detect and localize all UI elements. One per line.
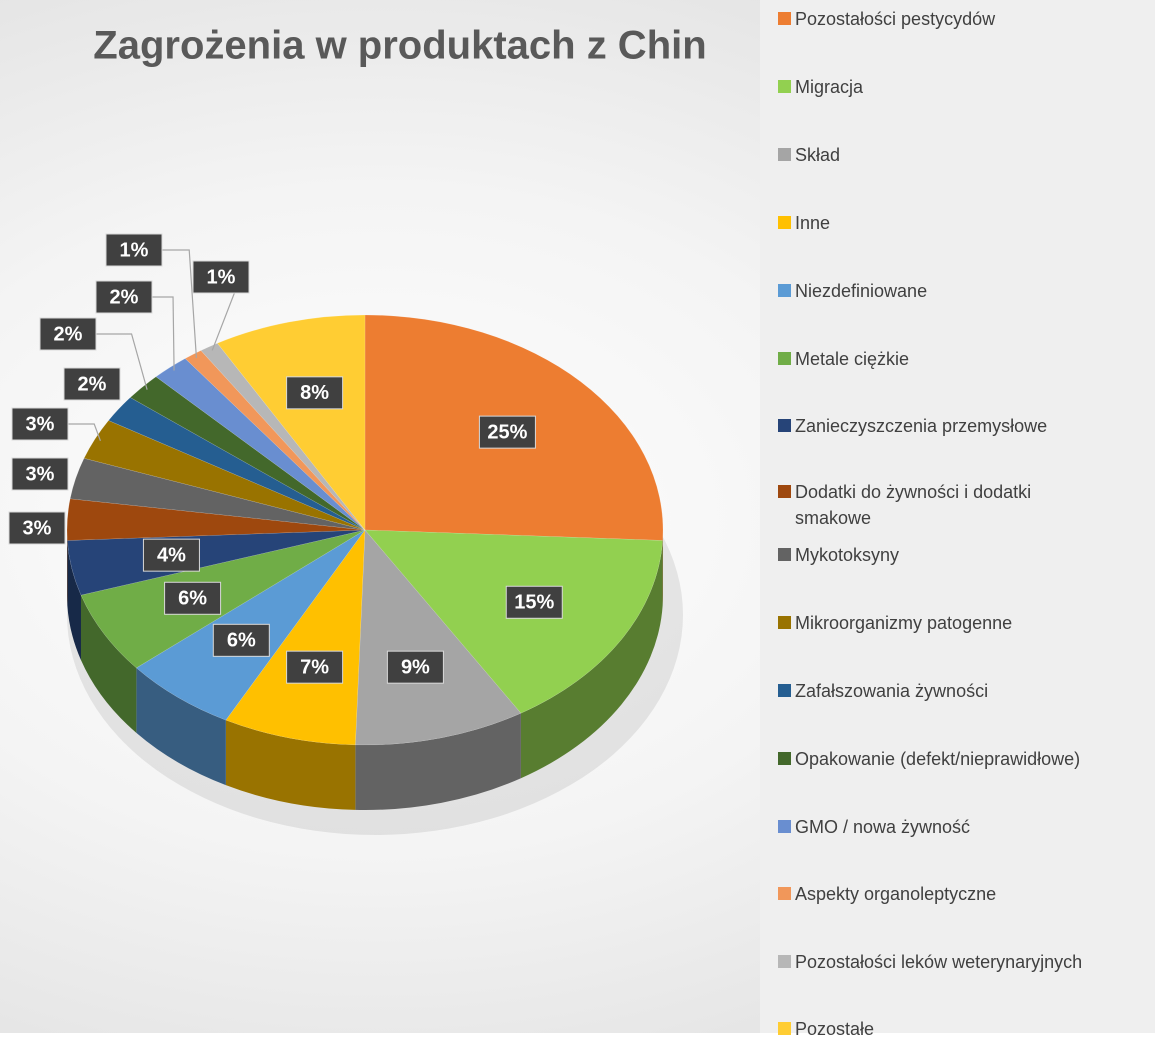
legend-swatch <box>778 148 791 161</box>
legend-swatch <box>778 955 791 968</box>
chart: Zagrożenia w produktach z Chin 25% 15% 9% 7… <box>0 0 760 1033</box>
legend-item: Dodatki do żywności i dodatki smakowe <box>778 479 1098 531</box>
legend-label: Dodatki do żywności i dodatki smakowe <box>795 479 1098 531</box>
legend-item: Inne <box>778 210 1148 236</box>
leader-line <box>162 250 196 358</box>
legend: Pozostałości pestycydów Migracja Skład Inne… <box>760 0 1155 1033</box>
legend-item: Migracja <box>778 74 1148 100</box>
legend-swatch <box>778 352 791 365</box>
legend-label: Pozostałe <box>795 1016 874 1042</box>
legend-item: GMO / nowa żywność <box>778 814 1148 840</box>
legend-item: Aspekty organoleptyczne <box>778 881 1148 907</box>
chart-title: Zagrożenia w produktach z Chin <box>93 24 706 68</box>
data-label-text: 9% <box>401 656 430 678</box>
data-label: 3% <box>12 458 68 490</box>
legend-swatch <box>778 820 791 833</box>
data-label: 3% <box>12 408 68 440</box>
data-label-text: 15% <box>514 592 554 614</box>
data-label-text: 6% <box>227 630 256 652</box>
legend-label: Metale ciężkie <box>795 346 909 372</box>
data-label-text: 3% <box>23 517 52 539</box>
legend-swatch <box>778 752 791 765</box>
data-label: 25% <box>479 416 535 448</box>
data-label-text: 1% <box>207 266 236 288</box>
legend-label: Inne <box>795 210 830 236</box>
legend-label: Pozostałości leków weterynaryjnych <box>795 949 1082 975</box>
legend-item: Pozostałe <box>778 1016 1148 1042</box>
legend-label: Migracja <box>795 74 863 100</box>
data-label: 15% <box>506 586 562 618</box>
data-label-text: 2% <box>78 373 107 395</box>
legend-item: Pozostałości pestycydów <box>778 6 1148 32</box>
legend-label: Pozostałości pestycydów <box>795 6 995 32</box>
data-label-text: 25% <box>487 421 527 443</box>
legend-swatch <box>778 12 791 25</box>
legend-label: Mykotoksyny <box>795 542 899 568</box>
legend-swatch <box>778 80 791 93</box>
data-label-text: 3% <box>26 463 55 485</box>
data-label: 6% <box>165 582 221 614</box>
data-label: 6% <box>213 624 269 656</box>
legend-swatch <box>778 216 791 229</box>
legend-item: Skład <box>778 142 1148 168</box>
data-label: 2% <box>96 281 152 313</box>
legend-item: Zanieczyszczenia przemysłowe <box>778 413 1148 439</box>
data-label-text: 8% <box>300 382 329 404</box>
legend-item: Zafałszowania żywności <box>778 678 1148 704</box>
data-label: 2% <box>64 368 120 400</box>
data-label-text: 6% <box>178 588 207 610</box>
legend-swatch <box>778 284 791 297</box>
legend-item: Mikroorganizmy patogenne <box>778 610 1148 636</box>
legend-swatch <box>778 1022 791 1035</box>
legend-item: Opakowanie (defekt/nieprawidłowe) <box>778 746 1148 772</box>
legend-item: Mykotoksyny <box>778 542 1148 568</box>
legend-swatch <box>778 548 791 561</box>
legend-label: GMO / nowa żywność <box>795 814 970 840</box>
data-label-text: 1% <box>120 239 149 261</box>
legend-label: Aspekty organoleptyczne <box>795 881 996 907</box>
data-label: 9% <box>387 651 443 683</box>
legend-swatch <box>778 419 791 432</box>
data-label: 8% <box>287 377 343 409</box>
data-label-text: 2% <box>54 323 83 345</box>
legend-label: Skład <box>795 142 840 168</box>
legend-label: Mikroorganizmy patogenne <box>795 610 1012 636</box>
data-label: 2% <box>40 318 96 350</box>
data-label: 7% <box>287 651 343 683</box>
data-label: 3% <box>9 512 65 544</box>
legend-swatch <box>778 887 791 900</box>
legend-label: Opakowanie (defekt/nieprawidłowe) <box>795 746 1080 772</box>
legend-label: Niezdefiniowane <box>795 278 927 304</box>
legend-item: Pozostałości leków weterynaryjnych <box>778 949 1148 975</box>
leader-line <box>152 297 174 371</box>
legend-swatch <box>778 684 791 697</box>
legend-label: Zafałszowania żywności <box>795 678 988 704</box>
legend-swatch <box>778 485 791 498</box>
data-label: 1% <box>106 234 162 266</box>
data-label-text: 7% <box>300 656 329 678</box>
legend-label: Zanieczyszczenia przemysłowe <box>795 413 1047 439</box>
data-label-text: 2% <box>110 286 139 308</box>
data-label-text: 4% <box>157 544 186 566</box>
data-label: 1% <box>193 261 249 293</box>
data-label: 4% <box>143 539 199 571</box>
legend-item: Niezdefiniowane <box>778 278 1148 304</box>
data-label-text: 3% <box>26 413 55 435</box>
legend-item: Metale ciężkie <box>778 346 1148 372</box>
legend-swatch <box>778 616 791 629</box>
